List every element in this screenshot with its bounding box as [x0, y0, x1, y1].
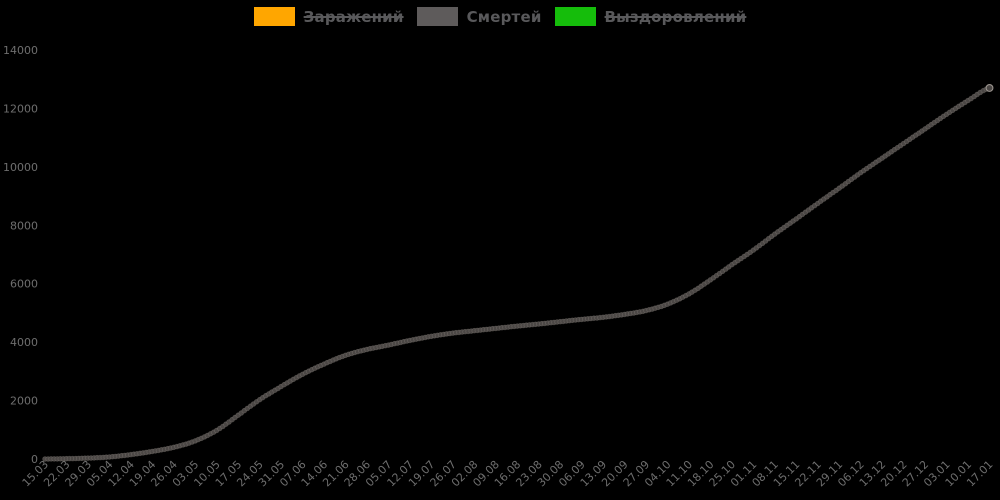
chart-legend: Заражений Смертей Выздоровлений: [0, 7, 1000, 26]
legend-label: Заражений: [303, 7, 404, 26]
legend-label: Смертей: [466, 7, 542, 26]
legend-swatch: [416, 7, 458, 26]
y-axis-tick-label: 12000: [3, 102, 38, 115]
legend-label: Выздоровлений: [604, 7, 747, 26]
y-axis-tick-label: 8000: [10, 219, 38, 232]
series-Смертей: [42, 84, 994, 462]
y-axis-tick-label: 6000: [10, 278, 38, 291]
legend-swatch: [554, 7, 596, 26]
y-axis-tick-label: 4000: [10, 336, 38, 349]
y-axis-tick-label: 14000: [3, 44, 38, 57]
y-axis-tick-label: 10000: [3, 161, 38, 174]
legend-item-deaths[interactable]: Смертей: [416, 7, 542, 26]
y-axis-tick-label: 0: [31, 453, 38, 466]
legend-item-recoveries[interactable]: Выздоровлений: [554, 7, 747, 26]
legend-item-infections[interactable]: Заражений: [253, 7, 404, 26]
legend-swatch: [253, 7, 295, 26]
series-end-point: [985, 84, 994, 92]
y-axis-tick-label: 2000: [10, 395, 38, 408]
